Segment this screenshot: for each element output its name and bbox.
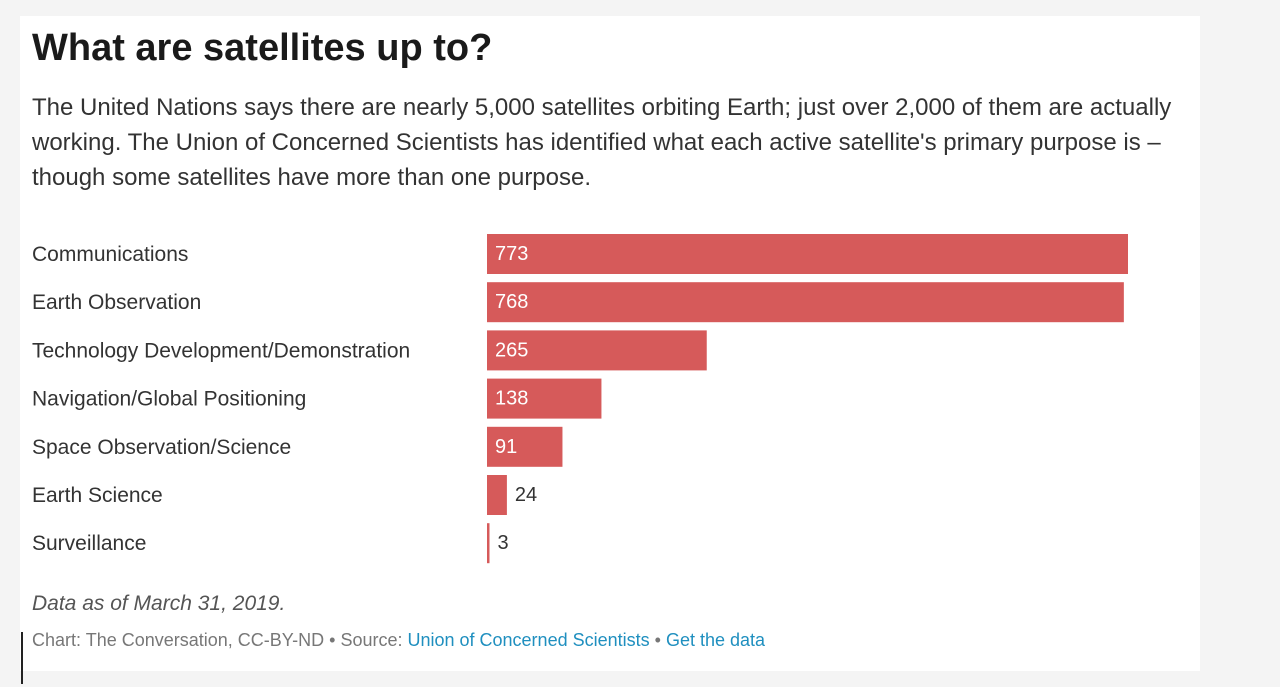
chart-card: What are satellites up to? The United Na… (20, 16, 1200, 671)
bar-value-label: 3 (497, 532, 508, 554)
get-the-data-link[interactable]: Get the data (665, 630, 766, 650)
bar-value-label: 768 (495, 291, 528, 313)
bar[interactable] (487, 378, 602, 419)
chart-title: What are satellites up to? (32, 27, 493, 69)
category-label: Navigation/Global Positioning (32, 388, 306, 411)
bar[interactable] (487, 523, 490, 564)
category-label: Earth Science (32, 484, 163, 507)
bar[interactable] (487, 282, 1124, 323)
data-date-note: Data as of March 31, 2019. (32, 592, 286, 615)
source-link[interactable]: Union of Concerned Scientists (407, 630, 650, 650)
source-label: Source: (340, 630, 408, 650)
bar[interactable] (487, 475, 507, 515)
bar-value-label: 91 (495, 436, 517, 458)
bar[interactable] (487, 330, 707, 371)
category-label: Surveillance (32, 532, 146, 555)
bar[interactable] (487, 426, 563, 467)
bar-value-label: 265 (495, 339, 528, 361)
bar-value-label: 24 (515, 484, 537, 506)
credit-separator: • (324, 630, 341, 650)
credits-line: Chart: The Conversation, CC-BY-ND • Sour… (32, 630, 765, 651)
category-label: Technology Development/Demonstration (32, 339, 410, 362)
category-label: Communications (32, 243, 188, 266)
category-label: Earth Observation (32, 291, 201, 314)
chart-credit: Chart: The Conversation, CC-BY-ND (32, 630, 325, 650)
bar[interactable] (487, 234, 1128, 274)
category-label: Space Observation/Science (32, 436, 291, 459)
bar-value-label: 138 (495, 388, 528, 410)
text-cursor (21, 632, 23, 684)
bar-chart: Communications 773 Earth Observation 768 Tec… (32, 234, 1128, 564)
chart-subtitle: The United Nations says there are nearly… (32, 94, 1172, 191)
credit-separator: • (649, 630, 666, 650)
bar-value-label: 773 (495, 243, 528, 265)
